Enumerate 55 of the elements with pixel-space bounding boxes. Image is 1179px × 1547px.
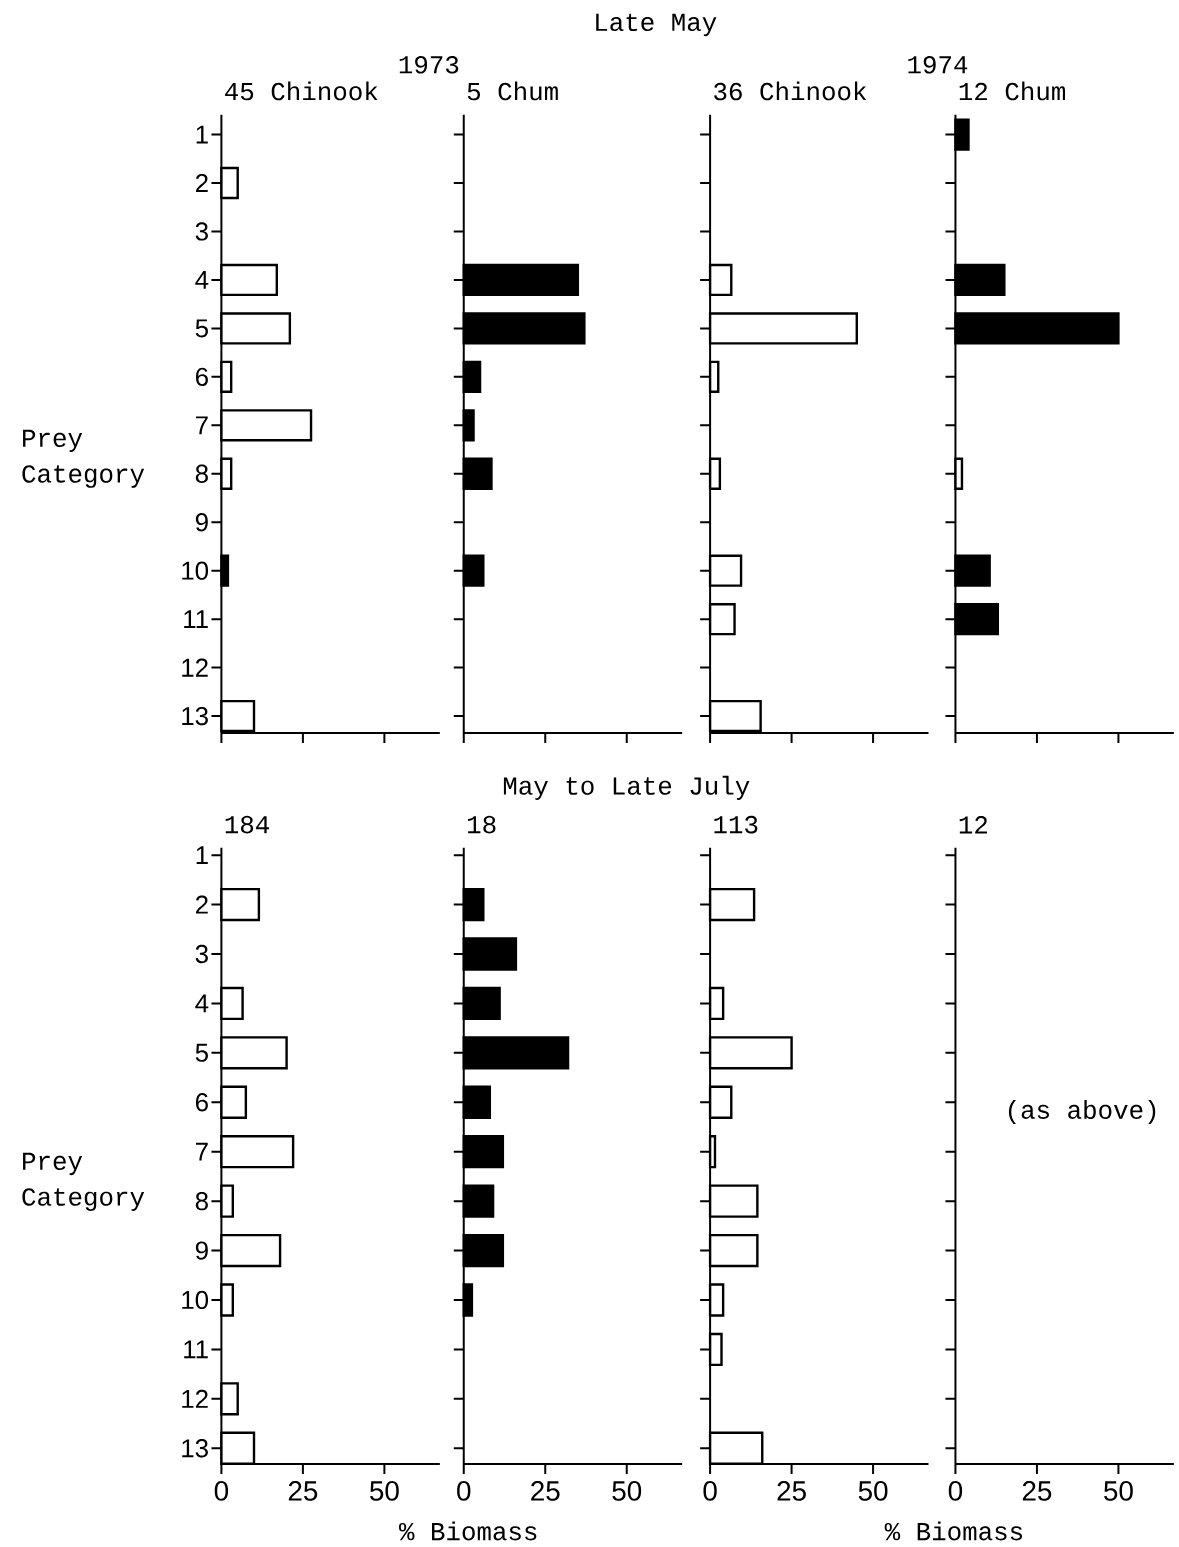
x-tick-label: 25: [1022, 1481, 1052, 1501]
y-tick-label: 13: [182, 1439, 208, 1458]
y-tick-label: 9: [195, 1241, 208, 1260]
x-tick-label: 50: [370, 1481, 399, 1501]
y-axis-title: Prey Category: [22, 1152, 145, 1211]
text: 1974: [908, 56, 968, 74]
x-tick-label: 25: [777, 1481, 806, 1501]
x-tick-label: 25: [288, 1481, 318, 1501]
x-tick-label: 0: [214, 1481, 229, 1501]
y-tick-label: 1: [196, 846, 208, 865]
y-tick-label: 13: [182, 706, 208, 726]
y-tick-label: 2: [196, 173, 208, 193]
y-tick-label: 6: [196, 1093, 208, 1112]
y-tick-label: 11: [184, 1340, 208, 1359]
chart-title: 184: [225, 815, 270, 834]
y-tick-label: 10: [182, 561, 209, 580]
y-tick-label: 12: [182, 658, 208, 677]
x-tick-label: 50: [612, 1481, 642, 1501]
y-tick-label: 10: [182, 1290, 209, 1310]
y-tick-label: 11: [184, 610, 208, 629]
text: May to Late July: [504, 775, 750, 800]
chart-title: 36 Chinook: [714, 81, 867, 101]
y-tick-label: 3: [195, 944, 208, 964]
y-tick-label: 6: [196, 367, 208, 386]
chart-title: 12: [959, 816, 988, 834]
text: 1973: [399, 56, 459, 74]
chart-title: 18: [468, 815, 496, 834]
chart-title: 113: [714, 815, 758, 834]
x-axis-title: % Biomass: [399, 1521, 537, 1541]
x-tick-label: 0: [457, 1481, 471, 1501]
y-tick-label: 12: [182, 1389, 208, 1408]
y-tick-label: 3: [195, 222, 208, 241]
y-tick-label: 7: [196, 1142, 208, 1161]
text: Late May: [596, 13, 717, 37]
x-tick-label: 50: [1104, 1481, 1133, 1501]
x-tick-label: 50: [858, 1481, 888, 1501]
y-tick-label: 8: [195, 1191, 208, 1211]
y-tick-label: 2: [196, 895, 208, 914]
annotation: (as above): [1008, 1099, 1156, 1125]
chart-title: 12 Chum: [959, 81, 1066, 101]
x-tick-label: 25: [531, 1481, 560, 1501]
y-tick-label: 4: [195, 994, 209, 1013]
chart-title: 45 Chinook: [225, 81, 378, 101]
y-tick-label: 5: [195, 1043, 209, 1062]
x-tick-label: 0: [703, 1481, 717, 1501]
x-axis-title: % Biomass: [884, 1521, 1023, 1541]
y-tick-label: 8: [195, 464, 208, 483]
y-tick-label: 7: [196, 416, 208, 435]
y-axis-title: Prey Category: [22, 429, 145, 488]
y-tick-label: 1: [196, 125, 208, 144]
x-tick-label: 0: [948, 1481, 963, 1501]
chart-title: 5 Chum: [467, 81, 558, 101]
y-tick-label: 9: [195, 513, 208, 532]
y-tick-label: 4: [195, 271, 209, 289]
y-tick-label: 5: [195, 319, 209, 338]
